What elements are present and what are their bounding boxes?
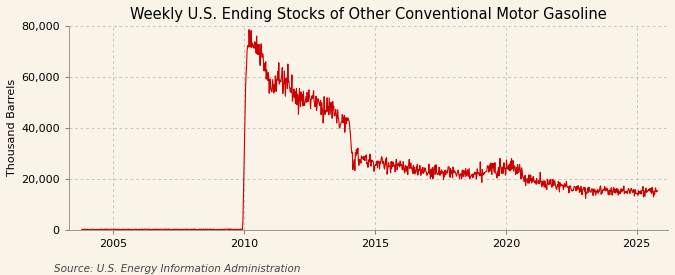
Y-axis label: Thousand Barrels: Thousand Barrels — [7, 79, 17, 176]
Text: Source: U.S. Energy Information Administration: Source: U.S. Energy Information Administ… — [54, 264, 300, 274]
Title: Weekly U.S. Ending Stocks of Other Conventional Motor Gasoline: Weekly U.S. Ending Stocks of Other Conve… — [130, 7, 607, 22]
